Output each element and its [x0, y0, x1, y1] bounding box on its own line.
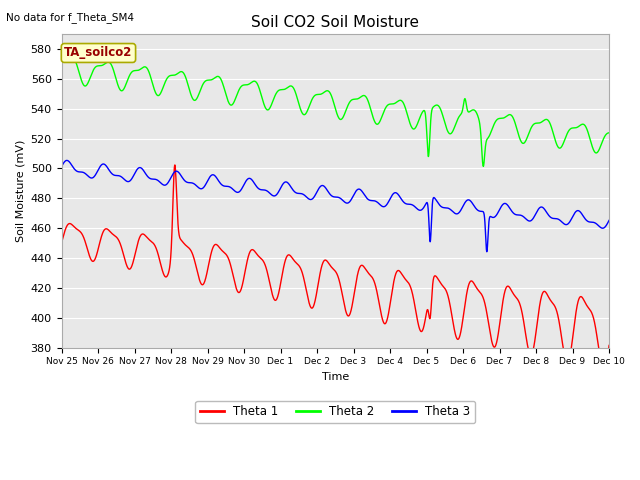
Title: Soil CO2 Soil Moisture: Soil CO2 Soil Moisture [252, 15, 419, 30]
Text: No data for f_Theta_SM4: No data for f_Theta_SM4 [6, 12, 134, 23]
Text: TA_soilco2: TA_soilco2 [64, 47, 132, 60]
Legend: Theta 1, Theta 2, Theta 3: Theta 1, Theta 2, Theta 3 [195, 401, 475, 423]
X-axis label: Time: Time [322, 372, 349, 382]
Y-axis label: Soil Moisture (mV): Soil Moisture (mV) [15, 140, 25, 242]
